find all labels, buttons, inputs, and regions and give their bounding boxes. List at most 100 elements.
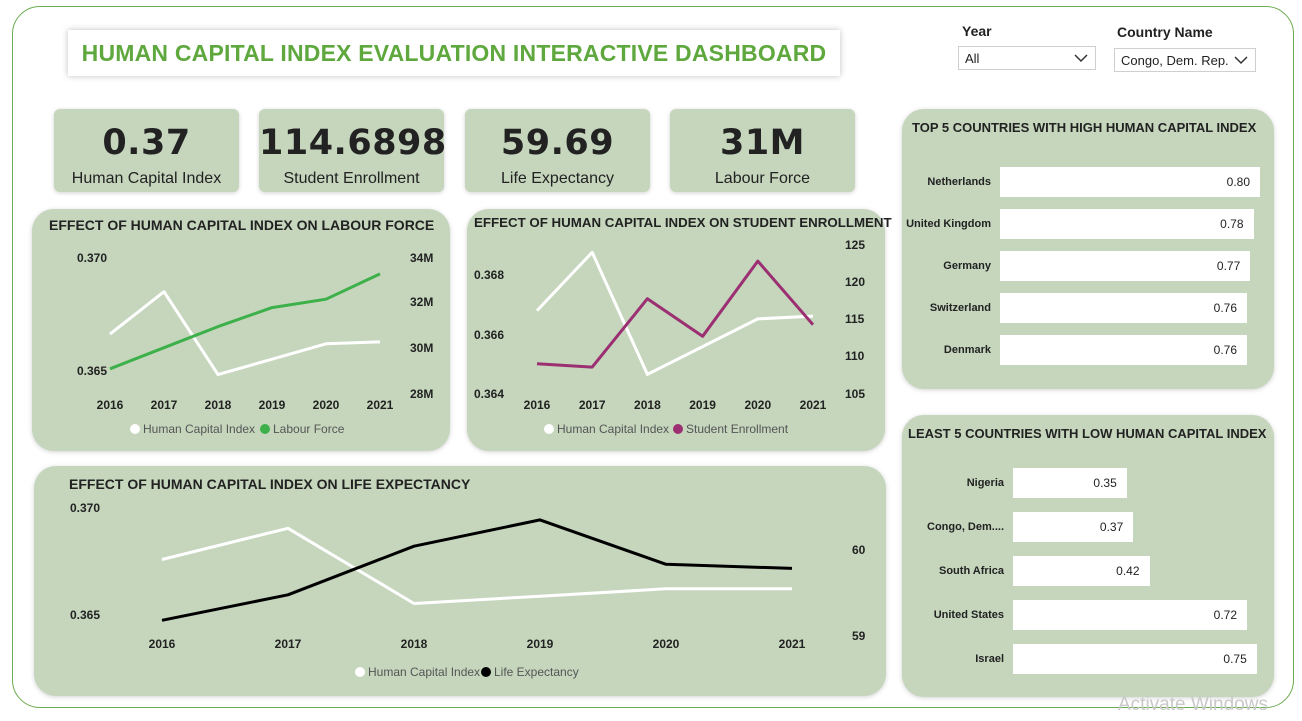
y-left-tick-label: 0.368: [474, 268, 504, 282]
chart-title: TOP 5 COUNTRIES WITH HIGH HUMAN CAPITAL …: [912, 120, 1257, 135]
bar-category-label: Denmark: [943, 344, 991, 356]
year-filter-label: Year: [962, 23, 992, 39]
chevron-down-icon: [1234, 56, 1248, 65]
kpi-card-human-capital-index: 0.37 Human Capital Index: [54, 109, 239, 192]
bar[interactable]: 0.80: [1000, 167, 1260, 197]
y-right-tick-label: 34M: [410, 251, 433, 265]
y-right-tick-label: 115: [845, 312, 865, 326]
y-left-tick-label: 0.366: [474, 328, 504, 342]
series-line-human-capital-index: [109, 290, 381, 377]
x-tick-label: 2019: [259, 398, 286, 412]
bar-category-label: Congo, Dem....: [927, 521, 1004, 533]
legend-marker: [260, 424, 270, 434]
x-tick-label: 2018: [401, 637, 428, 651]
legend-marker: [130, 424, 140, 434]
y-left-tick-label: 0.365: [77, 364, 107, 378]
x-tick-label: 2018: [634, 398, 661, 412]
y-right-tick-label: 110: [845, 349, 865, 363]
x-tick-label: 2019: [527, 637, 554, 651]
x-tick-label: 2020: [313, 398, 340, 412]
x-tick-label: 2016: [97, 398, 124, 412]
chart-title: EFFECT OF HUMAN CAPITAL INDEX ON STUDENT…: [474, 215, 892, 230]
bar-category-label: Nigeria: [966, 477, 1004, 489]
x-tick-label: 2017: [151, 398, 178, 412]
bar-category-label: United Kingdom: [906, 218, 991, 230]
kpi-label: Student Enrollment: [283, 170, 420, 187]
y-right-tick-label: 30M: [410, 341, 433, 355]
chart-title: LEAST 5 COUNTRIES WITH LOW HUMAN CAPITAL…: [908, 426, 1267, 441]
bar-value-label: 0.76: [1213, 343, 1237, 357]
bar-value-label: 0.37: [1099, 520, 1124, 534]
bar[interactable]: 0.37: [1013, 512, 1134, 542]
top5-countries-panel: TOP 5 COUNTRIES WITH HIGH HUMAN CAPITAL …: [902, 109, 1274, 389]
kpi-value: 59.69: [500, 123, 615, 163]
y-right-tick-label: 28M: [410, 387, 433, 401]
bar[interactable]: 0.76: [1000, 293, 1247, 323]
bar[interactable]: 0.76: [1000, 335, 1247, 365]
activate-windows-watermark: Activate Windows: [1118, 694, 1268, 715]
chevron-down-icon: [1074, 54, 1088, 63]
x-tick-label: 2017: [579, 398, 606, 412]
kpi-value: 31M: [719, 123, 806, 163]
legend-label: Human Capital Index: [368, 665, 480, 679]
least5-countries-panel: LEAST 5 COUNTRIES WITH LOW HUMAN CAPITAL…: [902, 415, 1274, 697]
bar-value-label: 0.76: [1213, 301, 1237, 315]
legend-label: Labour Force: [273, 422, 345, 436]
kpi-label: Human Capital Index: [71, 170, 222, 187]
bar-value-label: 0.72: [1213, 608, 1237, 622]
kpi-value: 0.37: [102, 123, 191, 163]
student-enrollment-chart-panel: EFFECT OF HUMAN CAPITAL INDEX ON STUDENT…: [467, 209, 892, 451]
bar-value-label: 0.35: [1093, 476, 1117, 490]
x-tick-label: 2017: [275, 637, 302, 651]
legend-marker: [481, 667, 491, 677]
bar[interactable]: 0.78: [1000, 209, 1254, 239]
bar[interactable]: 0.42: [1013, 556, 1150, 586]
life-expectancy-chart-panel: EFFECT OF HUMAN CAPITAL INDEX ON LIFE EX…: [34, 466, 886, 696]
bar-category-label: Germany: [943, 260, 991, 272]
year-filter-value: All: [965, 50, 980, 66]
y-right-tick-label: 60: [852, 543, 866, 557]
bar-value-label: 0.80: [1226, 175, 1250, 189]
y-right-tick-label: 105: [845, 387, 865, 401]
bar[interactable]: 0.72: [1013, 600, 1247, 630]
x-tick-label: 2021: [367, 398, 394, 412]
y-right-tick-label: 120: [845, 275, 865, 289]
student-enrollment-line-chart[interactable]: 2016 2017 2018 2019 2020 2021 0.368 0.366 0.364 1…: [467, 209, 885, 451]
country-filter-value: Congo, Dem. Rep.: [1121, 52, 1229, 68]
y-right-tick-label: 59: [852, 629, 866, 643]
y-right-tick-label: 125: [845, 238, 865, 252]
kpi-card-labour-force: 31M Labour Force: [670, 109, 855, 192]
bar-value-label: 0.77: [1216, 259, 1241, 273]
x-tick-label: 2016: [524, 398, 551, 412]
series-line-human-capital-index: [161, 526, 792, 605]
labour-force-line-chart[interactable]: 2016 2017 2018 2019 2020 2021 0.370 0.365 34M 32M…: [32, 209, 450, 451]
bar-category-label: Israel: [975, 653, 1004, 665]
year-filter-dropdown[interactable]: All: [958, 46, 1096, 70]
x-tick-label: 2019: [689, 398, 716, 412]
bar[interactable]: 0.75: [1013, 644, 1257, 674]
chart-title: EFFECT OF HUMAN CAPITAL INDEX ON LABOUR …: [49, 217, 435, 233]
x-tick-label: 2021: [800, 398, 827, 412]
kpi-card-student-enrollment: 114.6898 Student Enrollment: [259, 109, 446, 192]
series-line-student-enrollment: [536, 259, 815, 369]
bar-category-label: Netherlands: [927, 176, 991, 188]
kpi-label: Life Expectancy: [501, 170, 614, 187]
x-tick-label: 2016: [149, 637, 176, 651]
legend-label: Student Enrollment: [686, 422, 789, 436]
x-tick-label: 2020: [653, 637, 680, 651]
dashboard-title-box: HUMAN CAPITAL INDEX EVALUATION INTERACTI…: [68, 30, 840, 76]
legend-label: Human Capital Index: [557, 422, 669, 436]
chart-title: EFFECT OF HUMAN CAPITAL INDEX ON LIFE EX…: [69, 476, 471, 492]
bar[interactable]: 0.77: [1000, 251, 1251, 281]
series-line-life-expectancy: [161, 518, 793, 622]
bar[interactable]: 0.35: [1013, 468, 1127, 498]
y-right-tick-label: 32M: [410, 295, 433, 309]
labour-force-chart-panel: EFFECT OF HUMAN CAPITAL INDEX ON LABOUR …: [32, 209, 450, 451]
bar-category-label: South Africa: [939, 565, 1004, 577]
x-tick-label: 2020: [744, 398, 771, 412]
y-left-tick-label: 0.370: [77, 251, 107, 265]
life-expectancy-line-chart[interactable]: 2016 2017 2018 2019 2020 2021 0.370 0.365 60 59 Hu…: [34, 466, 886, 696]
y-left-tick-label: 0.370: [70, 501, 100, 515]
country-filter-dropdown[interactable]: Congo, Dem. Rep.: [1114, 48, 1256, 72]
legend-marker: [355, 667, 365, 677]
